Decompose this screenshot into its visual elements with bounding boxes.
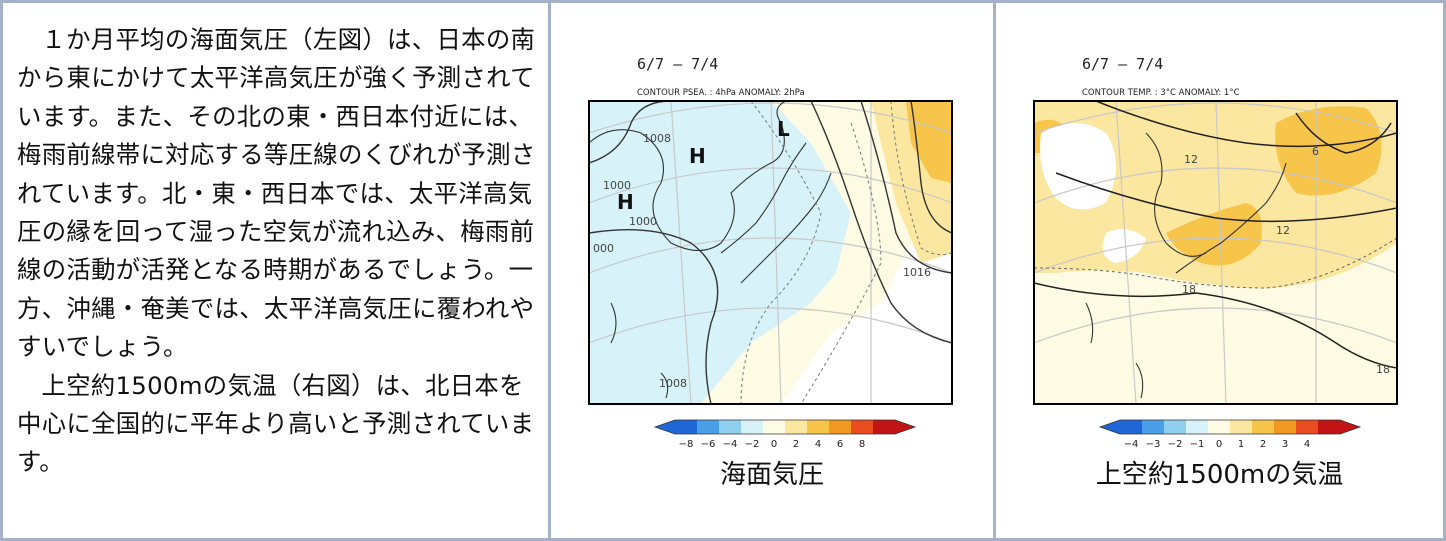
- colorbar-tick: −6: [701, 439, 716, 450]
- map-field: [589, 101, 952, 404]
- colorbar-tick: 6: [837, 439, 843, 450]
- isobar-label-1000b: 1000: [629, 215, 657, 228]
- period-label: 6/7 – 7/4: [637, 55, 718, 73]
- map-frame: [588, 100, 953, 405]
- temperature-cell: 6/7 – 7/4 CONTOUR TEMP. : 3°C ANOMALY: 1…: [996, 3, 1443, 538]
- colorbar-tick: 0: [771, 439, 777, 450]
- isotherm-label-12b: 12: [1276, 224, 1290, 237]
- colorbar-tick: 4: [815, 439, 821, 450]
- isobar-label-1000: 1000: [603, 179, 631, 192]
- paragraph-temperature: 上空約1500mの気温（右図）は、北日本を中心に全国的に平年より高いと予測されて…: [17, 370, 535, 477]
- colorbar-tick: 2: [793, 439, 799, 450]
- text-cell: １か月平均の海面気圧（左図）は、日本の南から東にかけて太平洋高気圧が強く予測され…: [3, 3, 551, 538]
- colorbar-tick: −4: [723, 439, 738, 450]
- period-label: 6/7 – 7/4: [1082, 55, 1163, 73]
- temperature-map: 6/7 – 7/4 CONTOUR TEMP. : 3°C ANOMALY: 1…: [1033, 55, 1398, 450]
- colorbar-tick: −1: [1190, 439, 1205, 450]
- isotherm-label-6: 6: [1312, 145, 1319, 158]
- colorbar-tick: −3: [1146, 439, 1161, 450]
- colorbar: [1098, 419, 1362, 435]
- isotherm-label-18b: 18: [1376, 363, 1390, 376]
- paragraph-sea-level-pressure: １か月平均の海面気圧（左図）は、日本の南から東にかけて太平洋高気圧が強く予測され…: [17, 25, 536, 362]
- low-pressure-label: L: [777, 117, 790, 141]
- colorbar-tick: 4: [1304, 439, 1310, 450]
- isobar-label-000: 000: [593, 242, 614, 255]
- sea-level-pressure-map: 6/7 – 7/4 CONTOUR PSEA. : 4hPa ANOMALY: …: [588, 55, 953, 450]
- colorbar-tick: −4: [1124, 439, 1139, 450]
- colorbar: [653, 419, 917, 435]
- colorbar-tick: 0: [1216, 439, 1222, 450]
- high-pressure-label-2: H: [617, 190, 634, 214]
- colorbar-tick: −2: [1168, 439, 1183, 450]
- high-pressure-label: H: [689, 144, 706, 168]
- colorbar-tick: 2: [1260, 439, 1266, 450]
- sea-level-pressure-caption: 海面気圧: [719, 460, 824, 490]
- isobar-label-1008: 1008: [643, 132, 671, 145]
- map-frame: [1033, 100, 1398, 405]
- contour-label: CONTOUR TEMP. : 3°C ANOMALY: 1°C: [1082, 88, 1240, 98]
- sea-level-pressure-cell: 6/7 – 7/4 CONTOUR PSEA. : 4hPa ANOMALY: …: [551, 3, 996, 538]
- colorbar-tick: −8: [679, 439, 694, 450]
- temperature-caption: 上空約1500mの気温: [1095, 460, 1344, 490]
- colorbar-tick: 8: [859, 439, 865, 450]
- map-field: [1034, 101, 1397, 404]
- contour-label: CONTOUR PSEA. : 4hPa ANOMALY: 2hPa: [637, 88, 805, 98]
- isobar-label-1008b: 1008: [659, 377, 687, 390]
- isotherm-label-12: 12: [1184, 153, 1198, 166]
- colorbar-tick: 3: [1282, 439, 1288, 450]
- colorbar-tick: −2: [745, 439, 760, 450]
- isotherm-label-18: 18: [1182, 283, 1196, 296]
- isobar-label-1016: 1016: [903, 266, 931, 279]
- colorbar-tick: 1: [1238, 439, 1244, 450]
